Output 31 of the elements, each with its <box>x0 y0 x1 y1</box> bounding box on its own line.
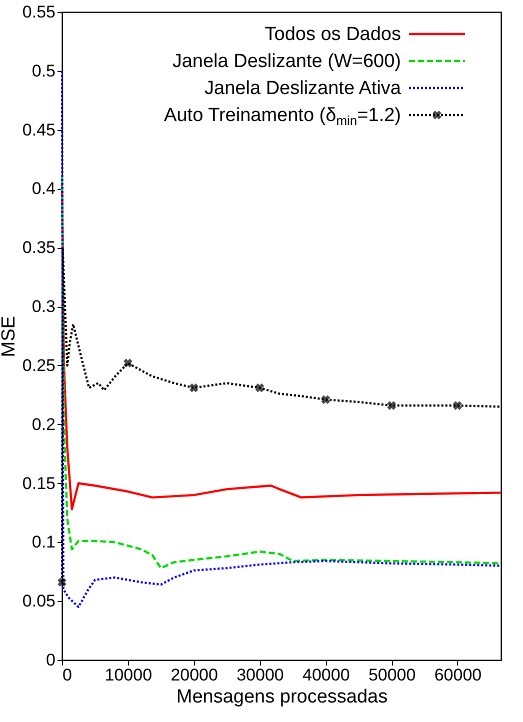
x-tick-label: 50000 <box>368 666 416 684</box>
y-tick-label: 0.5 <box>32 61 56 80</box>
x-tick-label: 60000 <box>434 666 482 684</box>
y-tick-label: 0.1 <box>32 532 56 552</box>
point <box>321 395 330 404</box>
point <box>123 358 132 368</box>
y-tick-label: 0.35 <box>22 238 56 258</box>
y-tick-label: 0.2 <box>32 414 56 434</box>
y-axis-title: MSE <box>0 316 20 358</box>
y-tick-label: 0.15 <box>22 474 56 493</box>
point <box>58 578 66 587</box>
x-axis-title: Mensagens processadas <box>176 686 388 708</box>
y-tick-label: 0.4 <box>32 179 56 198</box>
y-tick-label: 0.45 <box>22 120 56 140</box>
y-tick-label: 0.3 <box>32 297 56 316</box>
point <box>255 383 264 392</box>
x-tick-label: 40000 <box>302 666 350 684</box>
point <box>387 401 396 410</box>
y-tick-label: 0.55 <box>22 2 56 22</box>
y-tick-label: 0.25 <box>22 356 56 375</box>
legend-label: Janela Deslizante (W=600) <box>172 51 401 72</box>
x-tick-label: 10000 <box>104 666 152 684</box>
y-tick-label: 0 <box>46 650 56 670</box>
x-tick-label: 20000 <box>170 666 218 684</box>
y-tick-label: 0.05 <box>22 592 56 611</box>
x-tick-label: 30000 <box>236 666 284 684</box>
legend-label: Janela Deslizante Ativa <box>204 78 402 99</box>
legend-label: Todos os Dados <box>264 24 401 45</box>
point <box>189 383 198 392</box>
x-tick-label: 0 <box>62 666 72 684</box>
point <box>453 401 462 410</box>
